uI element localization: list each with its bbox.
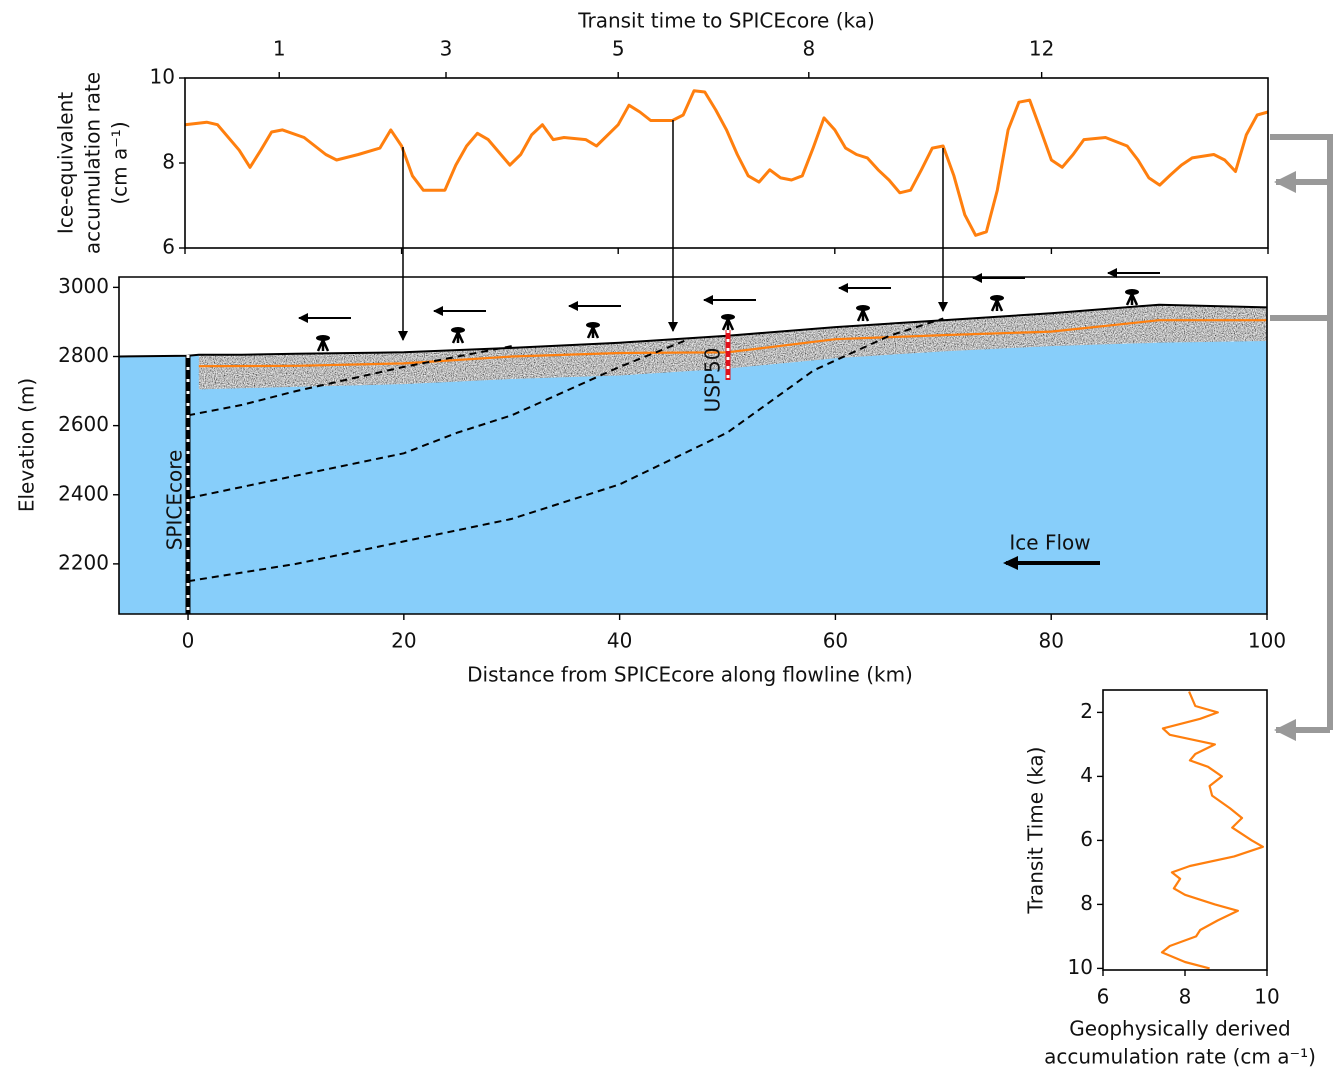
survey-markers [298, 268, 1160, 352]
y-axis-label: Elevation (m) [15, 378, 39, 512]
x2-tick-label: 12 [1029, 37, 1054, 61]
y-tick-label: 10 [150, 65, 175, 89]
x-tick-label: 80 [1038, 629, 1063, 653]
x-tick-label: 6 [1097, 985, 1110, 1009]
y-axis-label: Transit Time (ka) [1024, 746, 1048, 914]
plot-frame [1102, 689, 1268, 971]
x2-tick-label: 5 [612, 37, 625, 61]
y-tick-label: 10 [1068, 955, 1093, 979]
survey-marker-head [1125, 289, 1139, 295]
x2-tick-label: 3 [440, 37, 453, 61]
survey-marker [856, 306, 870, 322]
ice-surface [118, 303, 1268, 358]
isochrone [187, 345, 512, 417]
y-tick-label: 2600 [58, 412, 109, 436]
ice-flow-arrowhead [1003, 556, 1018, 570]
y-tick-label: 8 [1080, 891, 1093, 915]
survey-marker-head [451, 327, 465, 333]
isochrone [187, 339, 685, 500]
y-axis-label: Ice-equivalent [54, 92, 78, 234]
accumulation-profile [1160, 691, 1264, 970]
core-label: SPICEcore [163, 450, 187, 551]
x2-tick-label: 8 [802, 37, 815, 61]
bracket [1270, 134, 1333, 321]
plots: 6 8 10 1 3 5 8 12 Transit time to SPICEcore (ka)… [15, 9, 1316, 1069]
x-tick-label: 8 [1179, 985, 1192, 1009]
survey-marker-head [856, 305, 870, 311]
isochrone [187, 317, 944, 583]
y-tick-label: 4 [1080, 763, 1093, 787]
survey-marker-head [586, 322, 600, 328]
survey-marker [1125, 290, 1139, 306]
y-tick-label: 2400 [58, 481, 109, 505]
y-tick-label: 2200 [58, 550, 109, 574]
x-axis-label: Geophysically derived [1069, 1017, 1290, 1041]
y-tick-label: 8 [162, 150, 175, 174]
survey-marker-head [721, 314, 735, 320]
survey-marker [586, 323, 600, 339]
y-tick-label: 6 [162, 235, 175, 259]
y-tick-label: 2 [1080, 699, 1093, 723]
core-label: USP50 [701, 348, 725, 413]
y-tick-label: 3000 [58, 274, 109, 298]
annotations: SPICEcore USP50 Ice Flow [163, 120, 1333, 741]
x2-tick-label: 1 [273, 37, 286, 61]
plot-frame [184, 77, 1269, 249]
radar-band [198, 304, 1268, 390]
x-axis-label: accumulation rate (cm a⁻¹) [1044, 1045, 1316, 1069]
x-tick-label: 40 [607, 629, 632, 653]
x-axis-label: Distance from SPICEcore along flowline (… [467, 663, 913, 687]
survey-marker [990, 296, 1004, 312]
survey-marker-head [990, 295, 1004, 301]
x-tick-label: 60 [823, 629, 848, 653]
ice-flow-label: Ice Flow [1009, 531, 1090, 555]
x-tick-label: 100 [1248, 629, 1286, 653]
accumulation-line [184, 89, 1269, 237]
x2-axis-label: Transit time to SPICEcore (ka) [577, 9, 875, 33]
y-axis-label: accumulation rate [81, 72, 105, 254]
survey-marker [451, 328, 465, 344]
survey-marker-head [316, 335, 330, 341]
x-tick-label: 20 [391, 629, 416, 653]
y-axis-label: (cm a⁻¹) [108, 121, 132, 204]
x-tick-label: 0 [182, 629, 195, 653]
survey-marker [316, 336, 330, 352]
x-tick-label: 10 [1254, 985, 1279, 1009]
y-tick-label: 2800 [58, 343, 109, 367]
y-tick-label: 6 [1080, 827, 1093, 851]
survey-marker [721, 315, 735, 331]
